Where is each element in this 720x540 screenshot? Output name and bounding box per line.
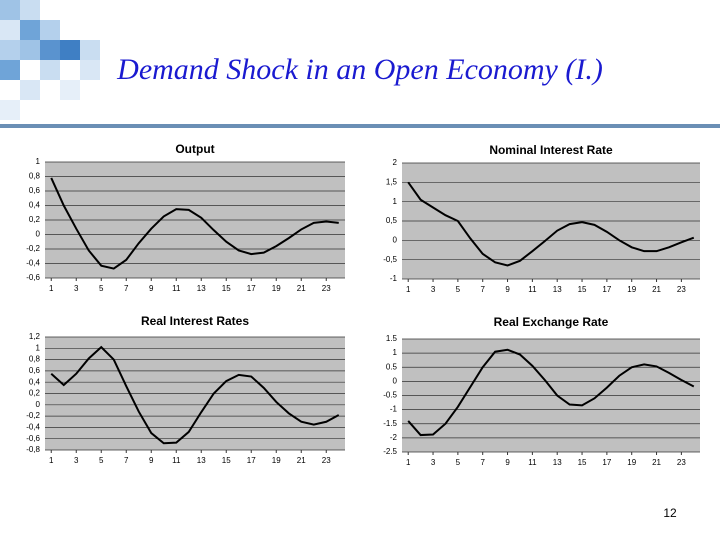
page-number: 12: [663, 506, 677, 520]
y-tick-label: 1: [36, 343, 41, 352]
data-line: [50, 345, 340, 445]
x-tick-label: 23: [677, 458, 686, 467]
chart-title: Output: [175, 142, 214, 156]
slide-title: Demand Shock in an Open Economy (I.): [116, 53, 603, 86]
chart-title: Real Interest Rates: [141, 314, 249, 328]
y-tick-label: -0,8: [26, 445, 40, 454]
y-tick-label: 1,5: [386, 177, 398, 186]
x-tick-label: 19: [272, 284, 281, 293]
y-tick-label: -0,4: [26, 423, 40, 432]
y-tick-label: 0,8: [29, 172, 41, 181]
x-tick-label: 7: [480, 285, 485, 294]
y-tick-label: -0,6: [26, 273, 40, 282]
x-tick-label: 3: [431, 285, 436, 294]
x-tick-label: 15: [578, 458, 587, 467]
x-tick-label: 11: [528, 285, 537, 294]
y-tick-label: 0.5: [386, 362, 398, 371]
x-tick-label: 19: [627, 285, 636, 294]
x-tick-label: 11: [528, 458, 537, 467]
x-tick-label: 13: [197, 456, 206, 465]
y-tick-label: -0,2: [26, 411, 40, 420]
y-tick-label: -0.5: [383, 391, 397, 400]
x-tick-label: 9: [505, 458, 510, 467]
y-tick-label: 0,8: [29, 355, 41, 364]
x-tick-label: 17: [247, 284, 256, 293]
y-tick-label: 0: [36, 230, 41, 239]
y-tick-label: 0: [36, 400, 41, 409]
x-tick-label: 7: [480, 458, 485, 467]
y-tick-label: 1: [393, 348, 398, 357]
x-tick-label: 7: [124, 456, 129, 465]
x-tick-label: 21: [297, 284, 306, 293]
y-tick-label: 1,2: [29, 332, 41, 341]
x-tick-label: 13: [553, 285, 562, 294]
y-tick-label: 0: [393, 235, 398, 244]
y-tick-label: 0,4: [29, 377, 41, 386]
y-tick-label: 1: [36, 157, 41, 166]
y-tick-label: -1: [390, 405, 398, 414]
x-tick-label: 21: [652, 285, 661, 294]
x-tick-label: 17: [602, 458, 611, 467]
y-tick-label: -0,5: [383, 255, 397, 264]
y-tick-label: 0,6: [29, 186, 41, 195]
x-tick-label: 23: [677, 285, 686, 294]
y-tick-label: 1: [393, 197, 398, 206]
x-tick-label: 3: [431, 458, 436, 467]
x-tick-label: 3: [74, 456, 79, 465]
x-tick-label: 1: [406, 458, 411, 467]
y-tick-label: 0,4: [29, 201, 41, 210]
x-tick-label: 9: [149, 284, 154, 293]
x-tick-label: 5: [99, 284, 104, 293]
x-tick-label: 13: [197, 284, 206, 293]
x-tick-label: 7: [124, 284, 129, 293]
y-tick-label: -1: [390, 274, 398, 283]
y-tick-label: 0: [393, 376, 398, 385]
x-tick-label: 1: [49, 456, 54, 465]
y-tick-label: 0,6: [29, 366, 41, 375]
x-tick-label: 23: [322, 284, 331, 293]
y-tick-label: -1.5: [383, 419, 397, 428]
y-tick-label: -0,2: [26, 244, 40, 253]
chart-title: Nominal Interest Rate: [489, 143, 613, 157]
y-tick-label: 2: [393, 158, 398, 167]
x-tick-label: 21: [297, 456, 306, 465]
x-tick-label: 15: [222, 456, 231, 465]
y-tick-label: 0,2: [29, 389, 41, 398]
x-tick-label: 9: [149, 456, 154, 465]
x-tick-label: 11: [172, 284, 181, 293]
x-tick-label: 1: [406, 285, 411, 294]
x-tick-label: 11: [172, 456, 181, 465]
x-tick-label: 3: [74, 284, 79, 293]
x-tick-label: 23: [322, 456, 331, 465]
x-tick-label: 13: [553, 458, 562, 467]
x-tick-label: 17: [247, 456, 256, 465]
y-tick-label: -0,6: [26, 434, 40, 443]
y-tick-label: -0,4: [26, 259, 40, 268]
chart-title: Real Exchange Rate: [494, 315, 609, 329]
y-tick-label: 1.5: [386, 334, 398, 343]
data-line: [407, 348, 695, 437]
data-line: [50, 177, 339, 270]
x-tick-label: 19: [272, 456, 281, 465]
x-tick-label: 15: [222, 284, 231, 293]
x-tick-label: 5: [456, 458, 461, 467]
x-tick-label: 17: [602, 285, 611, 294]
x-tick-label: 21: [652, 458, 661, 467]
y-tick-label: -2: [390, 433, 398, 442]
x-tick-label: 1: [49, 284, 54, 293]
y-tick-label: -2.5: [383, 447, 397, 456]
decoration: [0, 0, 720, 128]
y-tick-label: 0,5: [386, 216, 398, 225]
x-tick-label: 9: [505, 285, 510, 294]
x-tick-label: 5: [99, 456, 104, 465]
x-tick-label: 19: [627, 458, 636, 467]
x-tick-label: 5: [456, 285, 461, 294]
x-tick-label: 15: [578, 285, 587, 294]
data-line: [407, 181, 695, 267]
y-tick-label: 0,2: [29, 215, 41, 224]
